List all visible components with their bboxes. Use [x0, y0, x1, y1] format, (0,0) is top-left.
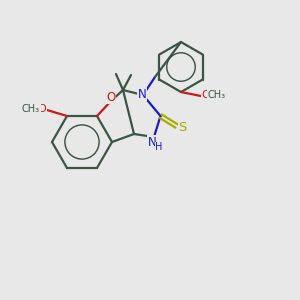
Text: CH₃: CH₃: [208, 90, 226, 100]
Text: N: N: [148, 136, 156, 148]
Text: H: H: [155, 142, 163, 152]
Text: N: N: [138, 88, 146, 100]
Text: S: S: [178, 121, 187, 134]
Text: O: O: [38, 104, 46, 114]
Text: O: O: [202, 90, 210, 100]
Text: CH₃: CH₃: [22, 104, 40, 114]
Text: O: O: [106, 91, 116, 103]
